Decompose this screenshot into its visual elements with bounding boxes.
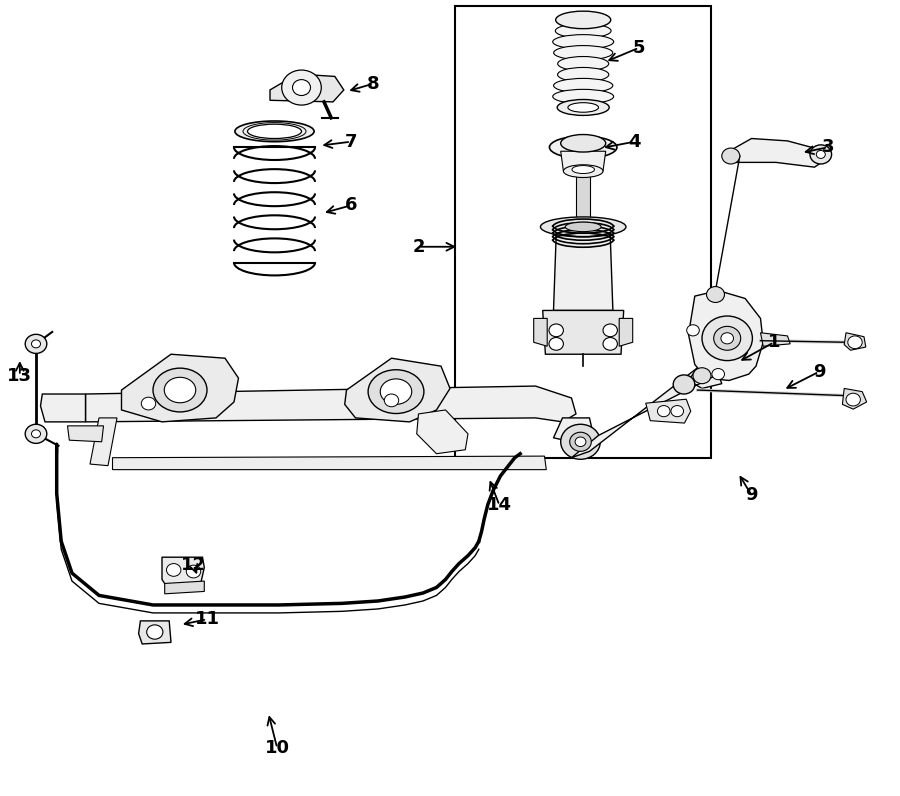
Circle shape [141, 397, 156, 410]
Circle shape [384, 394, 399, 407]
Circle shape [657, 406, 670, 417]
Ellipse shape [553, 34, 614, 49]
Polygon shape [68, 426, 104, 442]
Ellipse shape [572, 166, 595, 174]
Circle shape [702, 316, 752, 361]
Text: 8: 8 [367, 75, 380, 92]
Polygon shape [572, 368, 722, 458]
Circle shape [673, 375, 695, 394]
Circle shape [706, 287, 724, 302]
Text: 2: 2 [412, 238, 425, 256]
Polygon shape [162, 557, 204, 589]
Polygon shape [345, 358, 450, 422]
Text: 9: 9 [745, 486, 758, 504]
Text: 7: 7 [345, 133, 357, 150]
Polygon shape [417, 410, 468, 454]
Circle shape [147, 625, 163, 639]
Circle shape [166, 564, 181, 576]
Circle shape [25, 424, 47, 443]
Ellipse shape [540, 217, 626, 237]
Ellipse shape [568, 103, 598, 112]
Circle shape [25, 334, 47, 353]
Circle shape [671, 406, 684, 417]
Ellipse shape [561, 135, 606, 152]
Circle shape [722, 148, 740, 164]
Polygon shape [40, 394, 86, 422]
Circle shape [575, 437, 586, 447]
Circle shape [186, 565, 201, 578]
Text: 4: 4 [628, 133, 641, 150]
Polygon shape [561, 151, 606, 171]
Ellipse shape [153, 368, 207, 412]
Polygon shape [576, 175, 590, 227]
Ellipse shape [381, 379, 412, 404]
Text: 9: 9 [813, 363, 825, 380]
Polygon shape [646, 400, 691, 423]
Polygon shape [86, 386, 576, 422]
Polygon shape [534, 318, 547, 346]
Text: 11: 11 [194, 611, 220, 628]
Polygon shape [760, 333, 790, 346]
Ellipse shape [560, 13, 607, 27]
Polygon shape [543, 310, 624, 354]
Ellipse shape [554, 45, 613, 60]
Polygon shape [139, 621, 171, 644]
Ellipse shape [368, 369, 424, 414]
Circle shape [721, 333, 734, 344]
Circle shape [714, 326, 741, 350]
Circle shape [848, 336, 862, 349]
Ellipse shape [164, 377, 196, 403]
Polygon shape [619, 318, 633, 346]
Circle shape [549, 324, 563, 337]
Ellipse shape [563, 165, 603, 178]
Text: 6: 6 [345, 197, 357, 214]
Bar [454, 6, 711, 458]
Ellipse shape [555, 11, 611, 29]
Ellipse shape [557, 100, 609, 115]
Text: 12: 12 [181, 556, 206, 574]
Polygon shape [729, 139, 826, 167]
Polygon shape [112, 456, 546, 470]
Circle shape [603, 338, 617, 350]
Text: 3: 3 [822, 139, 834, 156]
Polygon shape [90, 418, 117, 466]
Text: 10: 10 [265, 739, 290, 757]
Text: 14: 14 [487, 497, 512, 514]
Polygon shape [554, 235, 613, 310]
Circle shape [712, 369, 724, 380]
Circle shape [292, 80, 310, 96]
Ellipse shape [558, 68, 608, 82]
Circle shape [32, 430, 40, 438]
Ellipse shape [555, 24, 611, 38]
Circle shape [693, 368, 711, 384]
Circle shape [549, 338, 563, 350]
Circle shape [603, 324, 617, 337]
Polygon shape [270, 74, 344, 102]
Circle shape [810, 145, 832, 164]
Ellipse shape [554, 79, 613, 93]
Circle shape [32, 340, 40, 348]
Circle shape [687, 325, 699, 336]
Circle shape [561, 424, 600, 459]
Circle shape [570, 432, 591, 451]
Polygon shape [554, 418, 594, 442]
Ellipse shape [558, 57, 608, 71]
Polygon shape [122, 354, 238, 422]
Circle shape [282, 70, 321, 105]
Circle shape [816, 150, 825, 158]
Ellipse shape [549, 136, 617, 158]
Ellipse shape [235, 121, 314, 142]
Text: 5: 5 [633, 39, 645, 57]
Polygon shape [165, 581, 204, 594]
Ellipse shape [553, 89, 614, 103]
Ellipse shape [248, 124, 302, 139]
Text: 1: 1 [768, 334, 780, 351]
Polygon shape [842, 388, 867, 409]
Ellipse shape [565, 222, 601, 232]
Polygon shape [688, 291, 763, 380]
Polygon shape [844, 333, 866, 350]
Circle shape [846, 393, 860, 406]
Text: 13: 13 [7, 367, 32, 384]
